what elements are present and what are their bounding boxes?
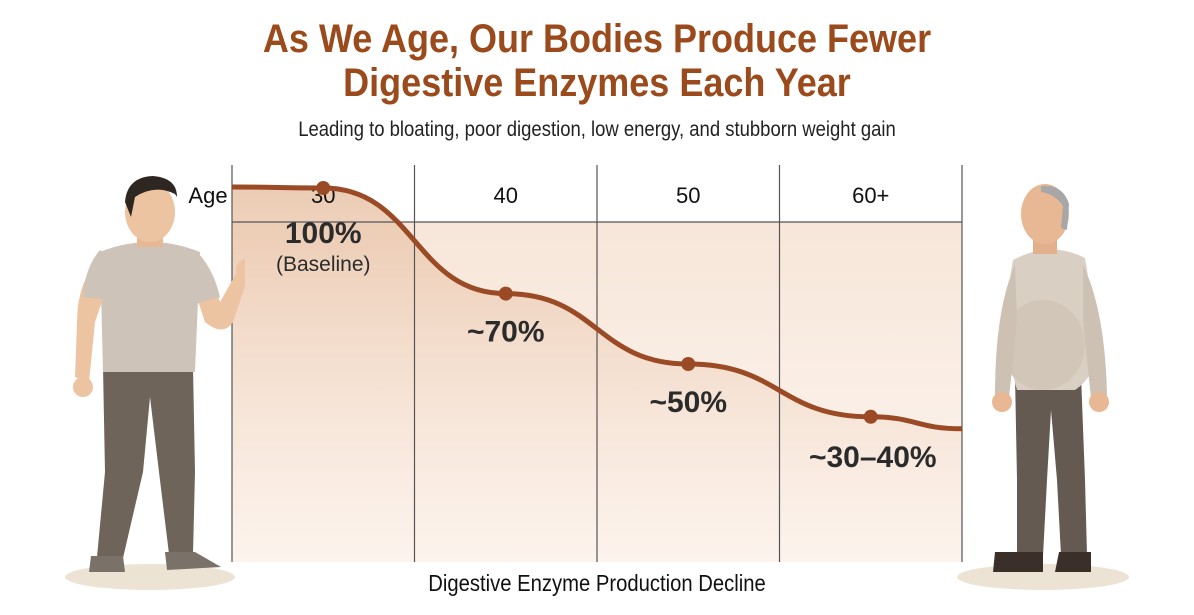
age-axis-label: Age xyxy=(188,183,227,208)
data-label: 100% xyxy=(285,217,362,250)
x-tick-labels: 30 40 50 60+ xyxy=(311,183,889,208)
data-label: ~70% xyxy=(467,316,545,349)
chart-title-line-2: Digestive Enzymes Each Year xyxy=(343,61,851,105)
data-label: ~50% xyxy=(649,386,727,419)
data-labels: 100% ~70% ~50% ~30–40% (Baseline) xyxy=(276,217,937,474)
grid-lines xyxy=(231,165,963,562)
data-point xyxy=(316,181,331,195)
chart-title-line-1: As We Age, Our Bodies Produce Fewer xyxy=(262,17,932,61)
data-points xyxy=(316,181,878,424)
young-man-illustration xyxy=(65,176,245,590)
chart-subtitle: Leading to bloating, poor digestion, low… xyxy=(298,118,896,141)
data-point xyxy=(863,409,878,424)
data-point xyxy=(498,286,513,301)
x-tick-label: 60+ xyxy=(852,183,889,208)
x-axis-label: Digestive Enzyme Production Decline xyxy=(428,570,766,596)
data-point xyxy=(681,357,696,371)
baseline-note: (Baseline) xyxy=(276,253,371,276)
x-tick-label: 40 xyxy=(494,183,518,208)
older-man-illustration xyxy=(957,184,1129,590)
x-tick-label: 50 xyxy=(676,183,700,208)
data-label: ~30–40% xyxy=(809,441,937,474)
